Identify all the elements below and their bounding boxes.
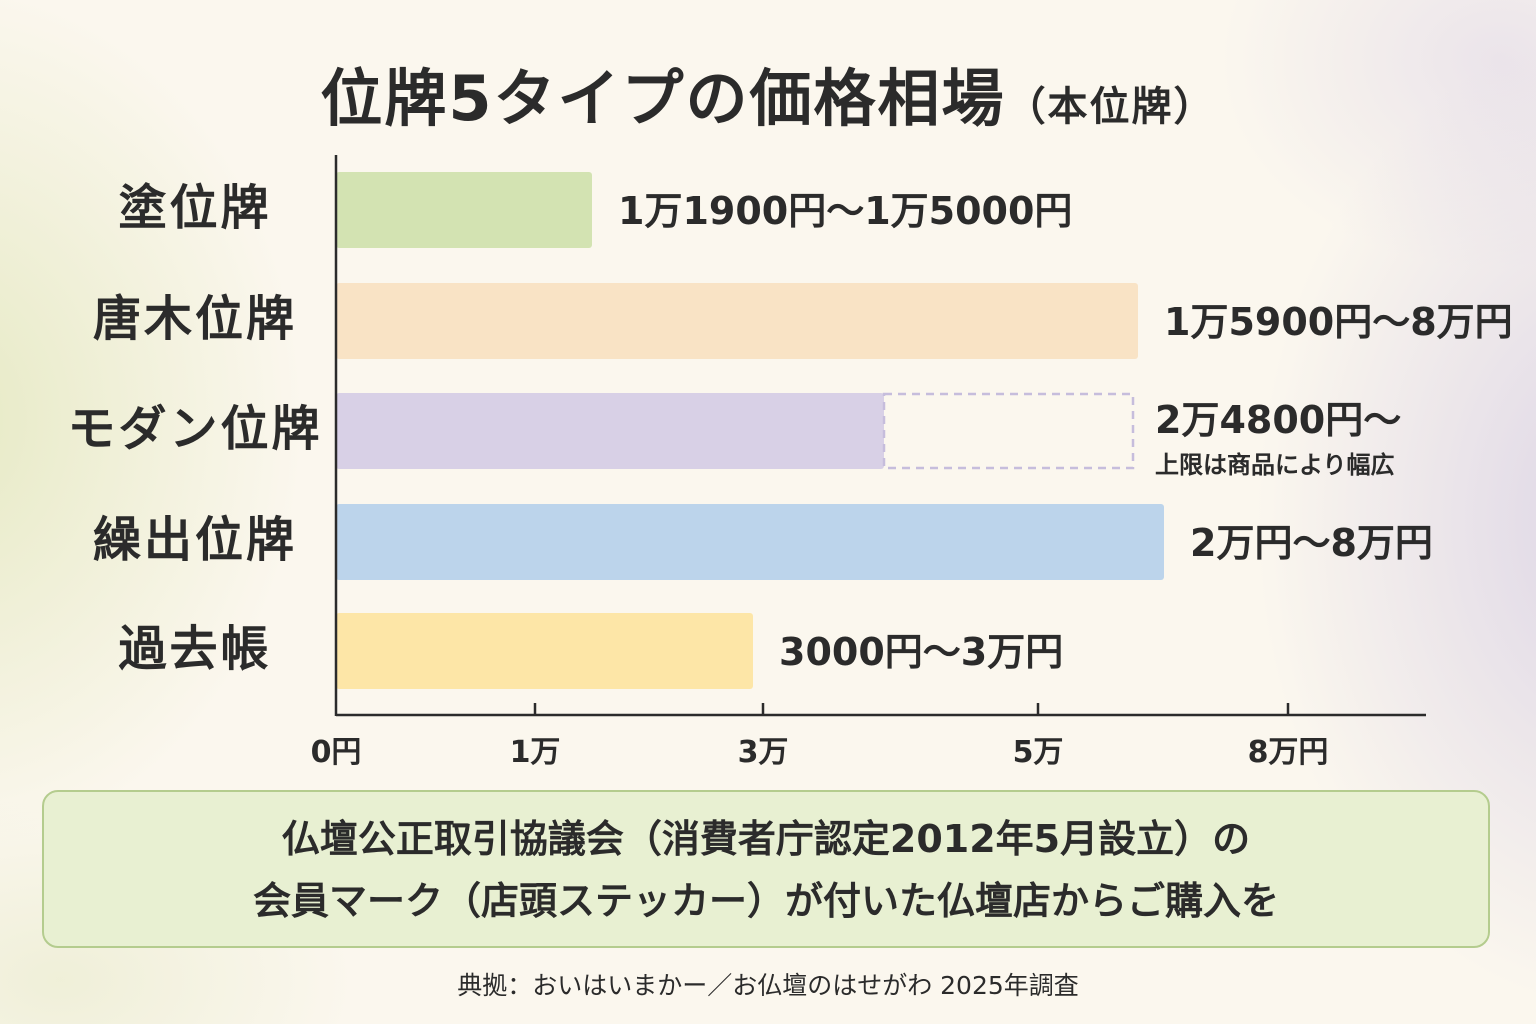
x-tick-label: 5万 [1013,735,1064,770]
x-tick-label: 0円 [311,735,362,770]
bar [336,172,592,248]
note-line-2: 会員マーク（店頭ステッカー）が付いた仏壇店からご購入を [252,879,1279,923]
chart-title-main: 位牌5タイプの価格相場 [320,62,1006,135]
chart-title-sub: （本位牌） [1005,84,1216,130]
source-note: 典拠：おいはいまかー／お仏壇のはせがわ 2025年調査 [457,971,1079,1000]
note-line-1: 仏壇公正取引協議会（消費者庁認定2012年5月設立）の [281,817,1251,861]
data-label: 1万5900円〜8万円 [1164,300,1513,344]
category-label: 過去帳 [118,621,271,677]
category-label: 塗位牌 [118,180,271,236]
category-label: モダン位牌 [67,401,322,457]
category-label: 唐木位牌 [93,291,297,347]
bar [336,393,884,469]
data-label: 3000円〜3万円 [779,630,1063,674]
data-label: 1万1900円〜1万5000円 [618,189,1072,233]
bar [336,613,753,689]
data-label: 2万円〜8万円 [1190,521,1433,565]
category-label: 繰出位牌 [93,512,297,568]
data-label: 2万4800円〜 [1155,398,1401,442]
x-tick-label: 1万 [510,735,561,770]
x-tick-label: 3万 [738,735,789,770]
open-range-outline [882,392,1135,470]
data-sublabel: 上限は商品により幅広 [1155,451,1395,479]
bar [336,504,1164,580]
bar [336,283,1138,359]
x-tick-label: 8万円 [1248,735,1329,770]
note-box: 仏壇公正取引協議会（消費者庁認定2012年5月設立）の 会員マーク（店頭ステッカ… [42,790,1490,948]
chart-title: 位牌5タイプの価格相場（本位牌） [0,48,1536,138]
